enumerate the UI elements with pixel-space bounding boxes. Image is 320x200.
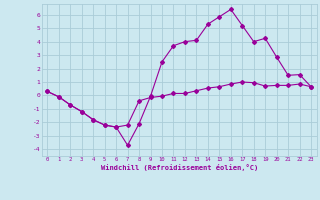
X-axis label: Windchill (Refroidissement éolien,°C): Windchill (Refroidissement éolien,°C) — [100, 164, 258, 171]
